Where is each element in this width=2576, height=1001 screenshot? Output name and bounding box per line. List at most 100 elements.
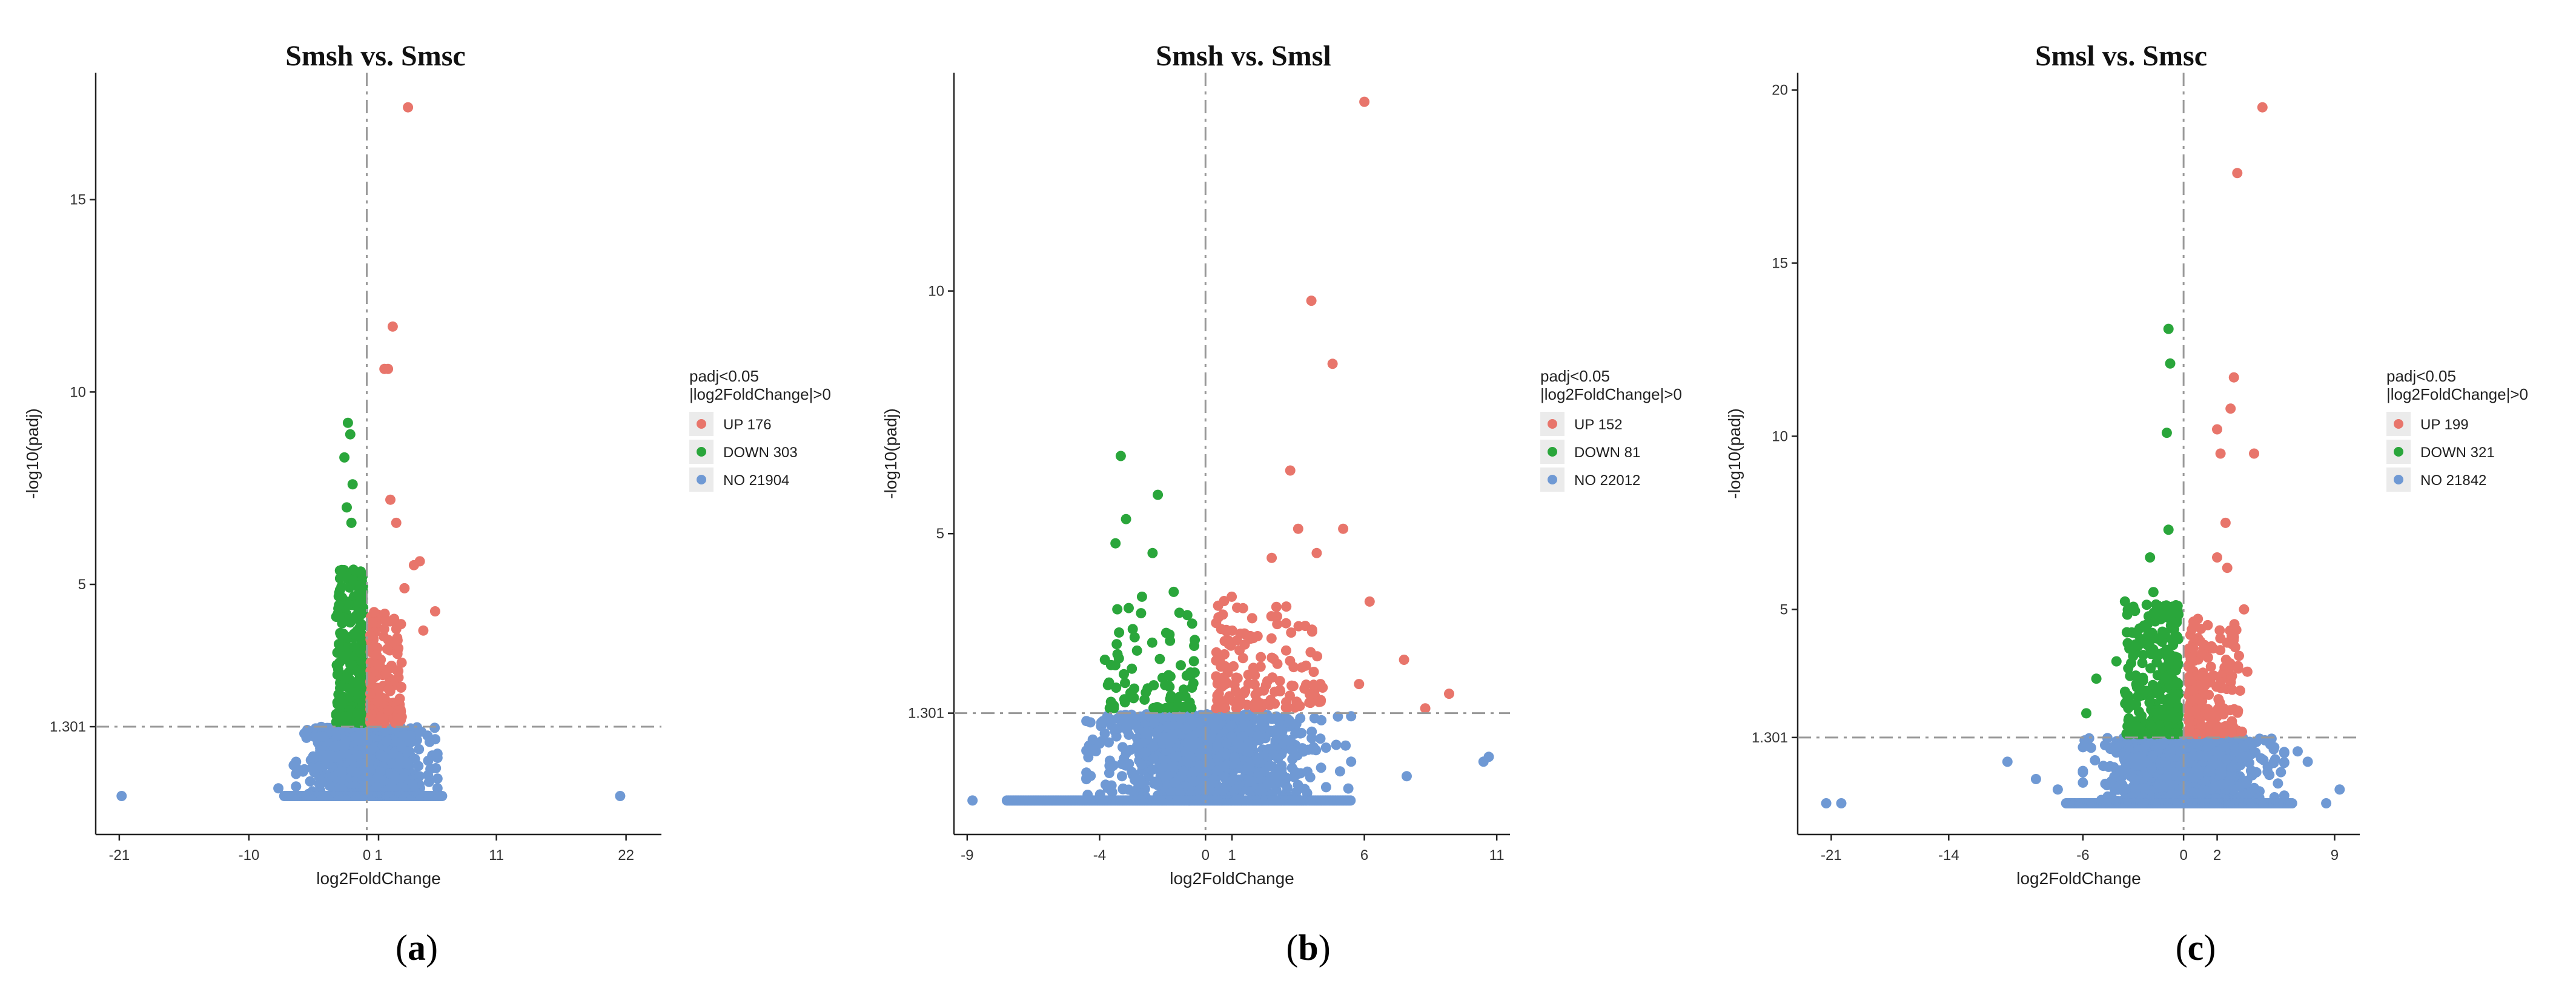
chart-title: Smsh vs. Smsl bbox=[1156, 40, 1331, 72]
point-up bbox=[2205, 661, 2216, 672]
point-down bbox=[2130, 639, 2141, 650]
point-no bbox=[1180, 746, 1191, 756]
point-no bbox=[423, 755, 434, 766]
point-up bbox=[1240, 686, 1251, 696]
point-no bbox=[2249, 767, 2260, 778]
point-down bbox=[2153, 600, 2164, 611]
point-up bbox=[1228, 661, 1239, 672]
point-no bbox=[2002, 756, 2013, 767]
caption-close-paren: ) bbox=[426, 928, 438, 968]
point-no bbox=[313, 762, 323, 773]
legend-label-no: NO 21904 bbox=[723, 472, 789, 489]
point-no bbox=[1126, 709, 1137, 720]
point-up bbox=[380, 615, 391, 626]
point-no bbox=[1262, 779, 1273, 790]
x-tick-label: 0 bbox=[363, 847, 371, 864]
point-down bbox=[345, 614, 356, 625]
point-up bbox=[1354, 679, 1365, 690]
point-no bbox=[1180, 724, 1191, 735]
point-no bbox=[386, 758, 397, 769]
point-no bbox=[2233, 747, 2243, 758]
point-up bbox=[1217, 609, 1228, 620]
point-no bbox=[1334, 766, 1345, 777]
point-no bbox=[1821, 798, 1832, 808]
point-no bbox=[1308, 742, 1319, 753]
point-up bbox=[1234, 645, 1245, 656]
point-up bbox=[1256, 652, 1266, 662]
point-up bbox=[399, 583, 410, 593]
point-no bbox=[1162, 770, 1173, 781]
point-up bbox=[1271, 601, 1282, 612]
point-no bbox=[314, 778, 325, 789]
point-down bbox=[2081, 708, 2091, 719]
point-no bbox=[1099, 728, 1110, 739]
point-down bbox=[2143, 628, 2154, 639]
point-up bbox=[1266, 611, 1277, 622]
point-down bbox=[1131, 645, 1142, 656]
point-no bbox=[1259, 766, 1270, 777]
legend-label-no: NO 21842 bbox=[2420, 472, 2486, 489]
caption-open-paren: ( bbox=[1286, 928, 1298, 968]
point-no bbox=[1081, 767, 1092, 778]
point-no bbox=[1168, 721, 1179, 732]
point-down bbox=[1112, 649, 1123, 659]
point-up bbox=[1327, 358, 1338, 369]
point-no bbox=[967, 795, 978, 806]
panel-caption: (a) bbox=[396, 928, 438, 968]
point-down bbox=[1110, 660, 1121, 670]
point-down bbox=[343, 599, 354, 610]
point-no bbox=[1151, 777, 1162, 788]
legend-label-down: DOWN 81 bbox=[1574, 444, 1640, 461]
point-no bbox=[1210, 723, 1221, 734]
point-no bbox=[1255, 785, 1266, 796]
legend-title-line-2: |log2FoldChange|>0 bbox=[2386, 385, 2528, 403]
point-no bbox=[372, 773, 383, 784]
x-tick-label: 22 bbox=[618, 847, 634, 864]
x-tick-label: -21 bbox=[1821, 847, 1842, 864]
point-up bbox=[1221, 626, 1232, 637]
x-tick-label: -10 bbox=[239, 847, 260, 864]
point-no bbox=[425, 764, 436, 775]
caption-open-paren: ( bbox=[396, 928, 408, 968]
point-down bbox=[1182, 701, 1193, 712]
point-no bbox=[1106, 715, 1117, 725]
x-tick-label: 6 bbox=[1360, 847, 1368, 864]
point-up bbox=[2193, 693, 2204, 704]
point-no bbox=[2204, 766, 2214, 777]
point-no bbox=[2183, 742, 2193, 753]
point-up bbox=[1219, 596, 1230, 606]
point-no bbox=[1184, 735, 1194, 746]
point-no bbox=[2302, 756, 2313, 767]
point-down bbox=[357, 590, 368, 601]
point-up bbox=[383, 363, 394, 374]
point-no bbox=[334, 740, 345, 751]
y-tick-label: 1.301 bbox=[908, 705, 944, 722]
point-up bbox=[1266, 552, 1277, 563]
point-down bbox=[356, 566, 366, 577]
x-tick-label: 0 bbox=[2179, 847, 2187, 864]
point-up bbox=[1280, 618, 1291, 629]
points-group bbox=[967, 96, 1494, 806]
point-down bbox=[2172, 677, 2182, 688]
point-down bbox=[2163, 323, 2174, 334]
y-tick-label: 10 bbox=[1772, 428, 1788, 444]
point-no bbox=[359, 762, 370, 773]
point-no bbox=[2194, 750, 2205, 761]
point-down bbox=[339, 632, 349, 643]
point-no bbox=[2264, 770, 2275, 781]
point-no bbox=[1148, 753, 1159, 764]
point-no bbox=[2090, 755, 2101, 765]
point-up bbox=[365, 688, 376, 699]
point-up bbox=[2222, 563, 2233, 573]
point-down bbox=[1099, 655, 1110, 665]
point-no bbox=[1134, 712, 1145, 723]
point-down bbox=[1121, 514, 1131, 524]
point-up bbox=[2184, 716, 2194, 726]
point-down bbox=[1129, 632, 1140, 643]
point-no bbox=[1221, 738, 1232, 749]
point-down bbox=[1147, 547, 1158, 558]
y-tick-label: 5 bbox=[936, 526, 944, 542]
point-no bbox=[1836, 798, 1847, 808]
point-down bbox=[1102, 679, 1113, 690]
point-up bbox=[365, 630, 376, 641]
